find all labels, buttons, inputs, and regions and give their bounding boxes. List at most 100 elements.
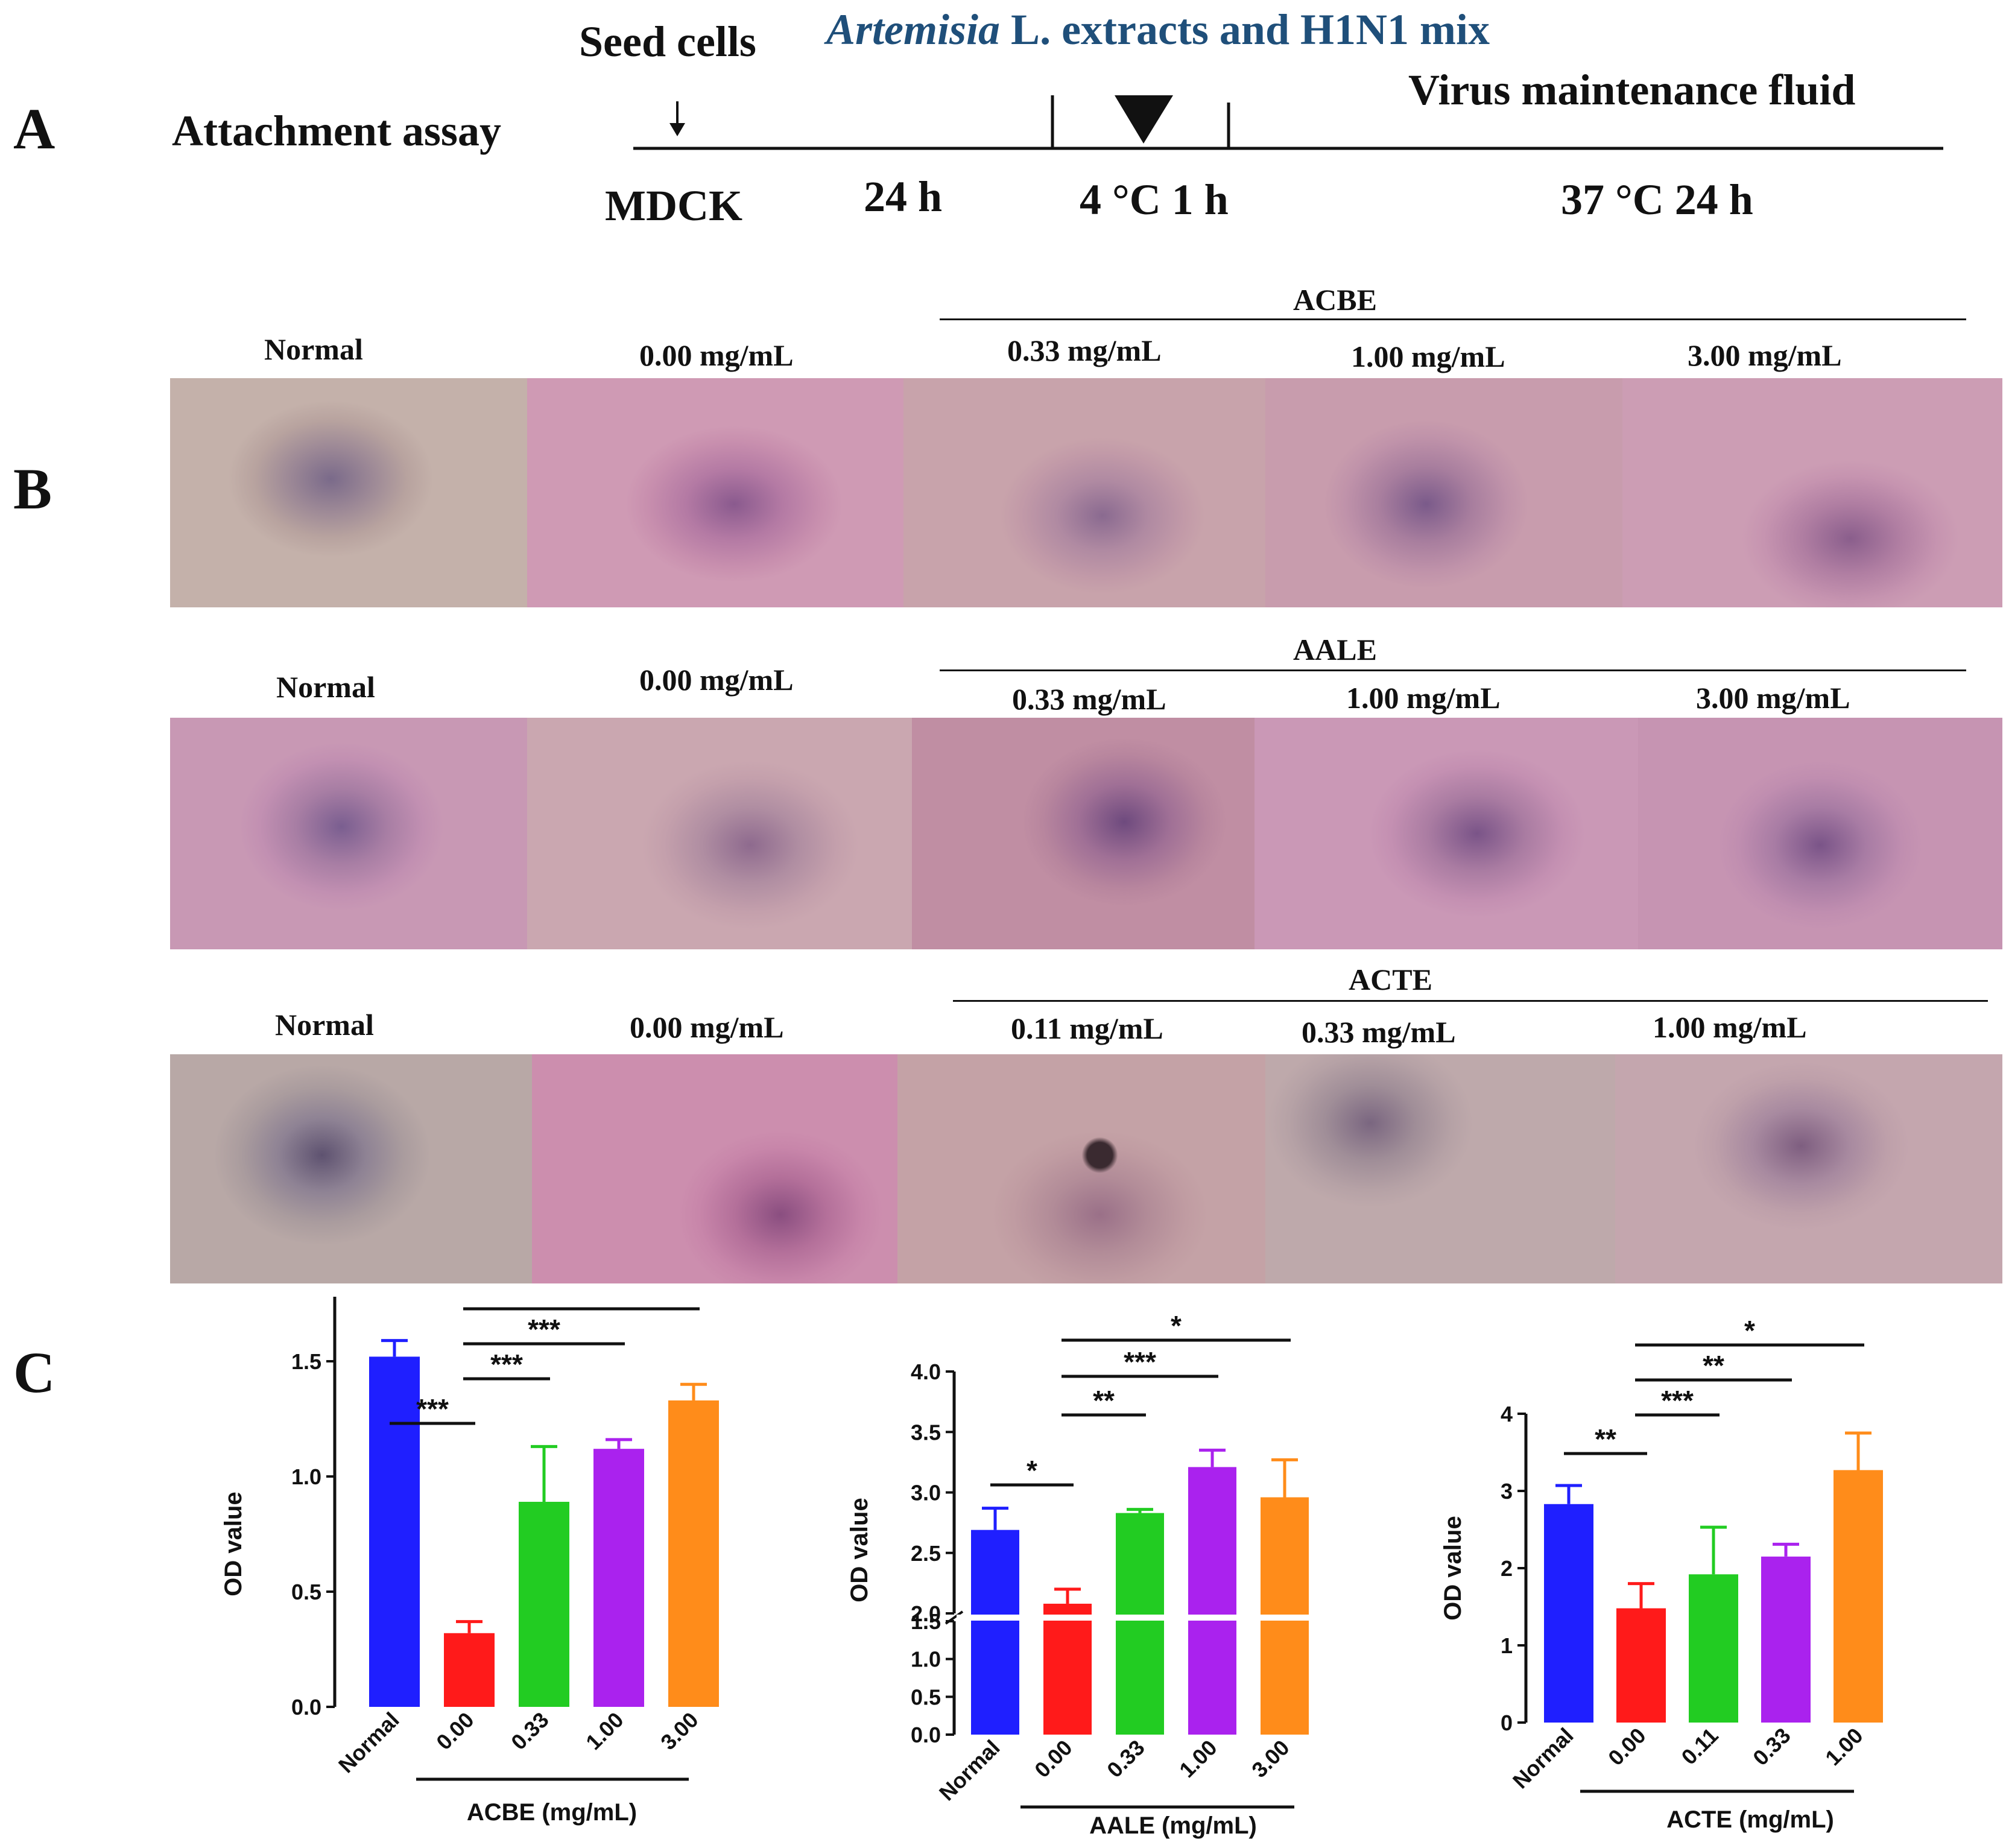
x-tick-label: 0.33 xyxy=(1748,1723,1796,1771)
significance-label: *** xyxy=(1124,1346,1156,1378)
row3-label-2: 0.33 mg/mL xyxy=(1302,1015,1456,1049)
seed-cells-label: Seed cells xyxy=(579,17,756,66)
mix-rest: L. extracts and H1N1 mix xyxy=(1000,5,1490,54)
significance-label: * xyxy=(1027,1455,1037,1486)
y-axis-label: OD value xyxy=(1440,1516,1466,1620)
y-tick-label: 1.0 xyxy=(291,1464,321,1489)
micrograph-acte-3 xyxy=(1615,1054,2002,1283)
x-axis-label: ACTE (mg/mL) xyxy=(1666,1806,1834,1833)
y-tick-label: 3 xyxy=(1501,1479,1513,1504)
micrograph-acte-normal xyxy=(170,1054,532,1283)
y-tick-label: 0.5 xyxy=(911,1685,941,1709)
panel-letter-a: A xyxy=(13,97,55,161)
panel-letter-b: B xyxy=(13,457,52,521)
y-axis-label: OD value xyxy=(220,1492,247,1596)
micrograph-acte-1 xyxy=(897,1054,1265,1283)
significance-label: ** xyxy=(1703,1350,1724,1381)
micrograph-aale-normal xyxy=(170,718,527,949)
y-tick-label: 1.0 xyxy=(911,1647,941,1672)
x-tick-label: 0.00 xyxy=(1603,1723,1651,1771)
y-tick-label: 4 xyxy=(1501,1402,1513,1426)
addition-triangle xyxy=(1115,95,1173,144)
row2-label-normal: Normal xyxy=(276,670,375,704)
group-label-aale: AALE xyxy=(1293,633,1377,666)
row1-label-1: 0.33 mg/mL xyxy=(1007,334,1162,367)
row1-label-3: 3.00 mg/mL xyxy=(1688,338,1842,372)
micrograph-acbe-3 xyxy=(1622,378,2002,607)
bar-Normal xyxy=(369,1356,420,1707)
duration-24h-label: 24 h xyxy=(864,172,943,221)
x-tick-label: 3.00 xyxy=(656,1707,703,1755)
micrograph-aale-3 xyxy=(1638,718,2002,949)
bar-Normal xyxy=(1544,1504,1593,1723)
bar-0.00 xyxy=(444,1633,495,1707)
micrograph-acte-0 xyxy=(532,1054,897,1283)
significance-label: *** xyxy=(1661,1385,1694,1416)
row2-label-2: 1.00 mg/mL xyxy=(1346,681,1501,715)
y-tick-label: 3.0 xyxy=(911,1481,941,1505)
x-tick-label: Normal xyxy=(334,1707,404,1778)
bar-0.00 xyxy=(1616,1608,1666,1723)
significance-label: ** xyxy=(1093,1385,1115,1416)
x-tick-label: Normal xyxy=(1508,1723,1578,1794)
row3-label-0: 0.00 mg/mL xyxy=(630,1010,784,1044)
y-tick-label: 3.5 xyxy=(911,1420,941,1445)
y-tick-label: 2.0 xyxy=(911,1601,941,1626)
timeline-diagram xyxy=(633,95,1943,150)
seed-arrow-head xyxy=(669,123,685,136)
bar-1.00 xyxy=(1834,1470,1883,1723)
y-tick-label: 0 xyxy=(1501,1710,1513,1735)
x-tick-label: 0.33 xyxy=(506,1707,554,1755)
y-axis-label: OD value xyxy=(846,1498,873,1602)
group-label-acbe: ACBE xyxy=(1293,283,1377,317)
row2-label-0: 0.00 mg/mL xyxy=(639,663,794,697)
row1-label-2: 1.00 mg/mL xyxy=(1351,340,1505,373)
significance-label: *** xyxy=(416,1393,449,1425)
bar-0.11 xyxy=(1689,1574,1738,1723)
bar-0.33 xyxy=(1761,1556,1811,1723)
y-tick-label: 1.5 xyxy=(911,1609,941,1634)
y-tick-label: 2 xyxy=(1501,1556,1513,1581)
micrograph-acbe-normal xyxy=(170,378,527,607)
assay-title: Attachment assay xyxy=(172,107,501,155)
row1-label-0: 0.00 mg/mL xyxy=(639,338,794,372)
bar-0.33 xyxy=(1116,1513,1164,1735)
y-tick-label: 2.5 xyxy=(911,1541,941,1566)
duration-4c-label: 4 °C 1 h xyxy=(1080,176,1229,224)
y-tick-label: 1 xyxy=(1501,1633,1513,1658)
row3-label-normal: Normal xyxy=(275,1008,374,1042)
x-tick-label: 1.00 xyxy=(581,1707,628,1755)
bar-1.00 xyxy=(593,1449,644,1707)
bar-charts: 0.00.51.01.52.0Normal0.000.331.003.00OD … xyxy=(220,1297,1883,1839)
significance-label: * xyxy=(1171,1310,1182,1341)
bar-0.00 xyxy=(1043,1603,1092,1735)
cell-line-label: MDCK xyxy=(605,182,742,230)
y-tick-label: 0.5 xyxy=(291,1580,321,1604)
micrograph-aale-0 xyxy=(527,718,912,949)
x-tick-label: 0.00 xyxy=(1030,1735,1077,1783)
row2-label-3: 3.00 mg/mL xyxy=(1696,681,1850,715)
group-bracket-acbe xyxy=(940,318,1966,320)
group-label-acte: ACTE xyxy=(1349,963,1432,996)
y-tick-label: 0.0 xyxy=(291,1695,321,1720)
bar-3.00 xyxy=(668,1400,719,1707)
row3-label-3: 1.00 mg/mL xyxy=(1653,1010,1807,1044)
significance-label: *** xyxy=(528,1314,560,1345)
x-tick-label: 1.00 xyxy=(1174,1735,1222,1783)
y-tick-label: 1.5 xyxy=(291,1349,321,1374)
x-axis-label: ACBE (mg/mL) xyxy=(467,1799,637,1826)
micrograph-acbe-2 xyxy=(1265,378,1622,607)
x-axis-label: AALE (mg/mL) xyxy=(1089,1812,1257,1839)
x-tick-label: 1.00 xyxy=(1820,1723,1868,1771)
duration-37c-label: 37 °C 24 h xyxy=(1561,176,1753,224)
virus-maintenance-label: Virus maintenance fluid xyxy=(1408,66,1856,114)
micrograph-acbe-1 xyxy=(903,378,1265,607)
micrograph-aale-2 xyxy=(1255,718,1638,949)
x-tick-label: 0.11 xyxy=(1677,1723,1723,1770)
row2-label-1: 0.33 mg/mL xyxy=(1012,682,1166,716)
extract-virus-mix-label: Artemisia L. extracts and H1N1 mix xyxy=(826,5,1490,55)
bar-Normal xyxy=(971,1530,1019,1735)
bar-0.33 xyxy=(519,1502,569,1707)
group-bracket-acte xyxy=(953,1000,1988,1002)
